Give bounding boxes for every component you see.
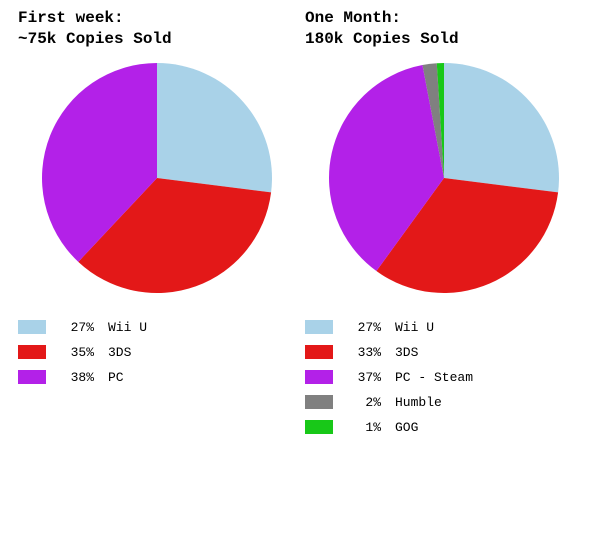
legend-swatch <box>18 345 46 359</box>
legend-item: 1% GOG <box>305 420 582 435</box>
legend-percent: 1% <box>347 420 381 435</box>
legend-percent: 37% <box>347 370 381 385</box>
legend-percent: 38% <box>60 370 94 385</box>
chart-title: One Month: 180k Copies Sold <box>305 8 582 50</box>
legend-item: 33% 3DS <box>305 345 582 360</box>
legend-swatch <box>18 370 46 384</box>
chart-one-month: One Month: 180k Copies Sold 27%Wii U33%3… <box>305 8 582 445</box>
legend-swatch <box>305 345 333 359</box>
legend-item: 35% 3DS <box>18 345 295 360</box>
legend-percent: 35% <box>60 345 94 360</box>
chart-title: First week: ~75k Copies Sold <box>18 8 295 50</box>
legend-swatch <box>305 395 333 409</box>
legend-label: PC - Steam <box>395 370 473 385</box>
legend-percent: 33% <box>347 345 381 360</box>
legend-label: PC <box>108 370 124 385</box>
legend-label: 3DS <box>108 345 131 360</box>
legend: 27% Wii U 35% 3DS 38% PC <box>18 320 295 385</box>
chart-first-week: First week: ~75k Copies Sold 27% Wii U 35%… <box>18 8 295 445</box>
legend-label: Wii U <box>108 320 147 335</box>
legend-label: GOG <box>395 420 418 435</box>
legend-swatch <box>305 320 333 334</box>
pie-chart <box>305 58 582 298</box>
pie-slice <box>157 63 272 192</box>
legend-label: 3DS <box>395 345 418 360</box>
charts-row: First week: ~75k Copies Sold 27% Wii U 35%… <box>18 8 582 445</box>
legend-item: 37% PC - Steam <box>305 370 582 385</box>
legend-percent: 27% <box>60 320 94 335</box>
legend-label: Wii U <box>395 320 434 335</box>
legend-item: 27% Wii U <box>305 320 582 335</box>
legend-item: 27% Wii U <box>18 320 295 335</box>
legend-swatch <box>305 370 333 384</box>
legend-item: 38% PC <box>18 370 295 385</box>
pie-slice <box>444 63 559 192</box>
pie-chart <box>18 58 295 298</box>
legend-swatch <box>305 420 333 434</box>
legend-percent: 2% <box>347 395 381 410</box>
legend: 27% Wii U 33% 3DS 37% PC - Steam 2% Humble 1% GOG <box>305 320 582 435</box>
legend-percent: 27% <box>347 320 381 335</box>
legend-label: Humble <box>395 395 442 410</box>
legend-swatch <box>18 320 46 334</box>
legend-item: 2% Humble <box>305 395 582 410</box>
